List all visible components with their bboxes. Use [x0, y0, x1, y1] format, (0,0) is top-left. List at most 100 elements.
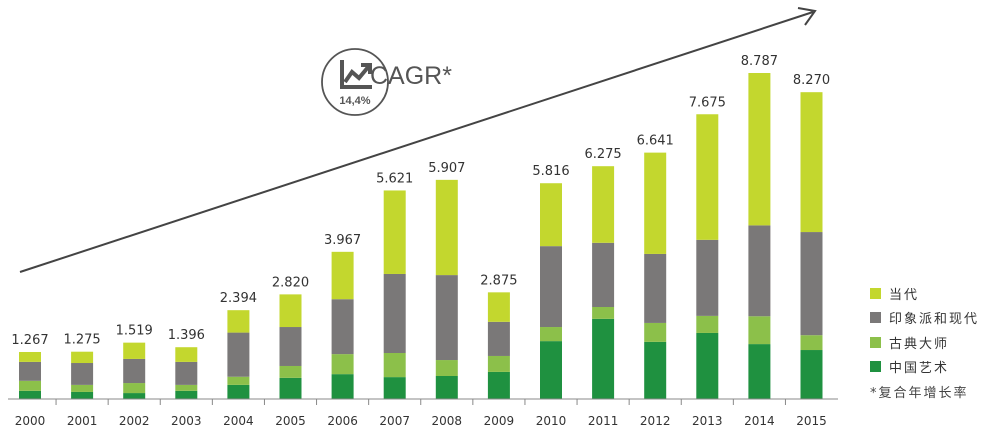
bar-segment-2013-3 — [696, 114, 719, 240]
total-label: 3.967 — [324, 233, 361, 248]
total-label: 1.275 — [63, 333, 100, 348]
bar-segment-2004-1 — [227, 376, 250, 385]
bar-segment-2012-3 — [644, 152, 667, 254]
total-label: 6.641 — [637, 134, 674, 149]
bar-segment-2003-2 — [175, 361, 198, 385]
bar-segment-2003-3 — [175, 347, 198, 362]
bar-segment-2014-1 — [748, 316, 771, 345]
total-label: 5.816 — [532, 164, 569, 179]
bar-segment-2012-1 — [644, 322, 667, 342]
trend-arrow-head — [797, 7, 817, 26]
bar-segment-2005-2 — [279, 327, 302, 366]
bar-segment-2003-0 — [175, 390, 198, 399]
x-tick-label: 2015 — [796, 414, 827, 428]
bar-segment-2004-3 — [227, 310, 250, 333]
bar-segment-2014-3 — [748, 73, 771, 226]
bar-segment-2014-0 — [748, 344, 771, 399]
total-label: 7.675 — [689, 95, 726, 110]
legend-item-contemporary: 当代 — [870, 281, 979, 306]
cagr-value: 14,4% — [339, 95, 370, 107]
bar-segment-2011-2 — [592, 242, 615, 307]
trending-up-icon — [340, 60, 372, 89]
bar-segment-2007-0 — [383, 377, 406, 399]
x-tick-label: 2013 — [692, 414, 723, 428]
bar-segment-2015-2 — [800, 232, 823, 336]
x-tick-label: 2007 — [379, 414, 410, 428]
total-label: 2.820 — [272, 275, 309, 290]
total-label: 1.267 — [11, 333, 48, 348]
legend-label: 中国艺术 — [889, 361, 950, 377]
bar-segment-2004-0 — [227, 384, 250, 399]
bar-segment-2000-3 — [19, 351, 41, 362]
bar-segment-2005-1 — [279, 365, 302, 378]
bar-segment-2004-2 — [227, 332, 250, 377]
bar-segment-2002-1 — [123, 383, 146, 394]
bar-segment-2009-1 — [487, 355, 510, 372]
bar-segment-2013-1 — [696, 315, 719, 333]
bar-segment-2005-3 — [279, 294, 302, 328]
bar-segment-2010-3 — [540, 183, 562, 247]
x-tick-label: 2010 — [536, 414, 567, 428]
bar-segment-2015-3 — [800, 92, 823, 233]
bar-segment-2001-3 — [71, 351, 94, 364]
bar-segment-2009-2 — [487, 321, 510, 356]
bar-segment-2013-0 — [696, 332, 719, 399]
total-label: 2.875 — [480, 273, 517, 288]
legend-swatch — [870, 336, 881, 348]
legend-label: 古典大师 — [889, 336, 950, 352]
bar-segment-2002-3 — [123, 342, 146, 359]
bar-segment-2011-3 — [592, 166, 615, 243]
x-tick-label: 2004 — [223, 414, 254, 428]
legend-swatch — [870, 287, 881, 299]
legend: 当代 印象派和现代 古典大师 中国艺术 *复合年增长率 — [870, 281, 979, 404]
bar-segment-2015-0 — [800, 350, 823, 399]
footnote: *复合年增长率 — [870, 385, 969, 401]
bar-segment-2006-1 — [331, 354, 354, 375]
legend-label: 当代 — [889, 287, 920, 303]
total-label: 1.519 — [116, 324, 153, 339]
x-tick-label: 2005 — [275, 414, 306, 428]
x-tick-label: 2006 — [327, 414, 358, 428]
bar-segment-2007-3 — [383, 190, 406, 274]
bar-segment-2012-2 — [644, 253, 667, 323]
bar-segment-2010-1 — [540, 327, 562, 342]
x-tick-label: 2009 — [484, 414, 515, 428]
total-label: 2.394 — [220, 291, 257, 306]
bar-segment-2011-1 — [592, 306, 615, 319]
bar-segment-2012-0 — [644, 341, 667, 399]
legend-swatch — [870, 312, 881, 324]
total-label: 8.270 — [793, 73, 830, 88]
bar-segment-2008-2 — [435, 275, 458, 361]
bar-segment-2008-1 — [435, 360, 458, 376]
total-label: 1.396 — [168, 328, 205, 343]
bar-segment-2013-2 — [696, 239, 719, 316]
x-tick-label: 2001 — [67, 414, 98, 428]
bar-segment-2001-2 — [71, 363, 94, 385]
bar-segment-2014-2 — [748, 225, 771, 317]
x-tick-label: 2008 — [432, 414, 463, 428]
bar-segment-2001-0 — [71, 391, 94, 399]
bar-segment-2006-2 — [331, 299, 354, 355]
legend-item-modern: 印象派和现代 — [870, 306, 979, 331]
x-tick-label: 2000 — [15, 414, 46, 428]
bar-segment-2001-1 — [71, 384, 94, 392]
cagr-label: CAGR* — [370, 62, 452, 90]
total-label: 5.621 — [376, 171, 413, 186]
cagr-badge: 14,4% — [321, 48, 389, 116]
legend-item-old-masters: 古典大师 — [870, 330, 979, 355]
bar-segment-2010-0 — [540, 341, 562, 399]
trend-arrow — [19, 11, 814, 273]
x-tick-label: 2012 — [640, 414, 671, 428]
x-tick-label: 2011 — [588, 414, 619, 428]
x-tick-label: 2002 — [119, 414, 150, 428]
bar-segment-2009-0 — [487, 371, 510, 399]
legend-item-chinese-art: 中国艺术 — [870, 355, 979, 380]
bar-segment-2010-2 — [540, 246, 562, 328]
bar-segment-2007-1 — [383, 352, 406, 378]
bar-segment-2011-0 — [592, 318, 615, 399]
bar-segment-2000-2 — [19, 361, 41, 381]
bar-segment-2008-0 — [435, 375, 458, 399]
total-label: 8.787 — [741, 54, 778, 69]
total-label: 6.275 — [584, 147, 621, 162]
